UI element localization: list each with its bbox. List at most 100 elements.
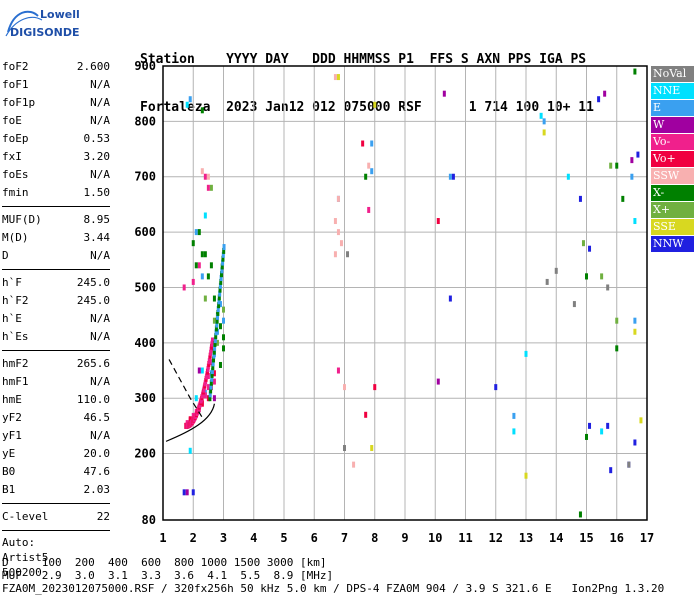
echo-point xyxy=(217,298,221,305)
logo-line2: DIGISONDE xyxy=(10,26,79,39)
echo-point xyxy=(203,212,207,219)
echo-point xyxy=(212,378,216,385)
echo-point xyxy=(588,422,592,429)
echo-point xyxy=(220,263,224,270)
echo-point xyxy=(222,244,226,251)
echo-point xyxy=(191,489,195,496)
echo-point xyxy=(222,334,225,341)
param-row-g4-5: yE 20.0 xyxy=(2,445,110,463)
echo-point xyxy=(367,162,371,169)
echo-point xyxy=(212,352,216,359)
echo-point xyxy=(185,489,189,496)
y-tick-label: 400 xyxy=(134,336,156,350)
echo-point xyxy=(343,384,346,391)
echo-point xyxy=(222,317,225,324)
x-tick-label: 17 xyxy=(640,531,654,545)
echo-point xyxy=(524,472,528,479)
echo-point xyxy=(182,284,186,291)
echo-point xyxy=(203,392,207,399)
echo-point xyxy=(200,367,204,374)
echo-point xyxy=(346,251,350,258)
param-name: foF2 xyxy=(2,60,29,73)
echo-point xyxy=(222,247,226,254)
echo-point xyxy=(370,140,374,147)
echo-point xyxy=(212,395,216,402)
param-name: fmin xyxy=(2,186,29,199)
param-row-g1-1: foF1 N/A xyxy=(2,76,110,94)
param-name: B1 xyxy=(2,483,16,496)
echo-point xyxy=(208,391,212,398)
y-tick-label: 300 xyxy=(134,391,156,405)
x-tick-label: 13 xyxy=(519,531,533,545)
param-row-g4-3: yF2 46.5 xyxy=(2,409,110,427)
param-row-g4-1: hmF1 N/A xyxy=(2,373,110,391)
legend-item-noval: NoVal xyxy=(651,66,694,82)
param-name: hmF2 xyxy=(2,357,29,370)
echo-point xyxy=(206,384,210,391)
param-value: N/A xyxy=(90,168,110,181)
auto-line-0: Auto: xyxy=(2,536,36,549)
param-row-g2-0: MUF(D) 8.95 xyxy=(2,211,110,229)
echo-point xyxy=(639,417,643,424)
echo-point xyxy=(633,218,637,225)
y-tick-label: 500 xyxy=(134,280,156,294)
echo-point xyxy=(218,286,222,293)
echo-point xyxy=(214,333,218,340)
echo-point xyxy=(451,173,455,180)
echo-point xyxy=(367,206,371,213)
echo-point xyxy=(603,90,607,97)
echo-point xyxy=(336,367,340,374)
param-name: foE xyxy=(2,114,22,127)
param-value: 265.6 xyxy=(76,357,110,370)
x-tick-label: 6 xyxy=(311,531,318,545)
param-value: N/A xyxy=(90,375,110,388)
echo-point xyxy=(615,162,619,169)
echo-point xyxy=(219,278,223,285)
y-tick-label: 200 xyxy=(134,447,156,461)
echo-point xyxy=(436,218,440,225)
echo-point xyxy=(209,262,213,269)
echo-point xyxy=(600,428,604,435)
echo-point xyxy=(215,339,219,346)
param-row-g3-1: h`F2 245.0 xyxy=(2,292,110,310)
legend-item-vo: Vo+ xyxy=(651,151,694,167)
echo-point xyxy=(209,383,213,390)
legend-item-x: X- xyxy=(651,185,694,201)
y-tick-label: 800 xyxy=(134,114,156,128)
echo-point xyxy=(210,340,214,347)
echo-point xyxy=(210,368,214,375)
y-tick-label: 80 xyxy=(142,513,156,527)
echo-point xyxy=(216,306,220,313)
true-height-profile xyxy=(168,359,203,418)
param-row-g1-6: foEs N/A xyxy=(2,166,110,184)
echo-point xyxy=(524,350,528,357)
legend-item-ssw: SSW xyxy=(651,168,694,184)
echo-point xyxy=(630,157,634,164)
echo-point xyxy=(339,240,343,247)
echo-point xyxy=(578,195,582,202)
param-value: 46.5 xyxy=(83,411,111,424)
x-tick-label: 11 xyxy=(458,531,472,545)
param-name: foEp xyxy=(2,132,29,145)
echo-point xyxy=(209,346,213,353)
echo-point xyxy=(606,284,610,291)
param-value: N/A xyxy=(90,312,110,325)
echo-point xyxy=(203,295,207,302)
x-tick-label: 15 xyxy=(579,531,593,545)
param-row-g2-2: D N/A xyxy=(2,247,110,265)
echo-point xyxy=(621,195,625,202)
echo-point xyxy=(214,325,218,332)
echo-point xyxy=(191,240,195,247)
echo-point xyxy=(373,101,377,108)
echo-point xyxy=(633,68,637,75)
param-value: N/A xyxy=(90,429,110,442)
echo-point xyxy=(615,317,619,324)
echo-point xyxy=(578,511,582,518)
echo-point xyxy=(218,290,222,297)
echo-point xyxy=(210,337,214,344)
echo-point xyxy=(600,273,604,280)
echo-point xyxy=(211,360,215,367)
echo-point xyxy=(211,364,215,371)
echo-point xyxy=(566,173,570,180)
echo-point xyxy=(212,317,216,324)
